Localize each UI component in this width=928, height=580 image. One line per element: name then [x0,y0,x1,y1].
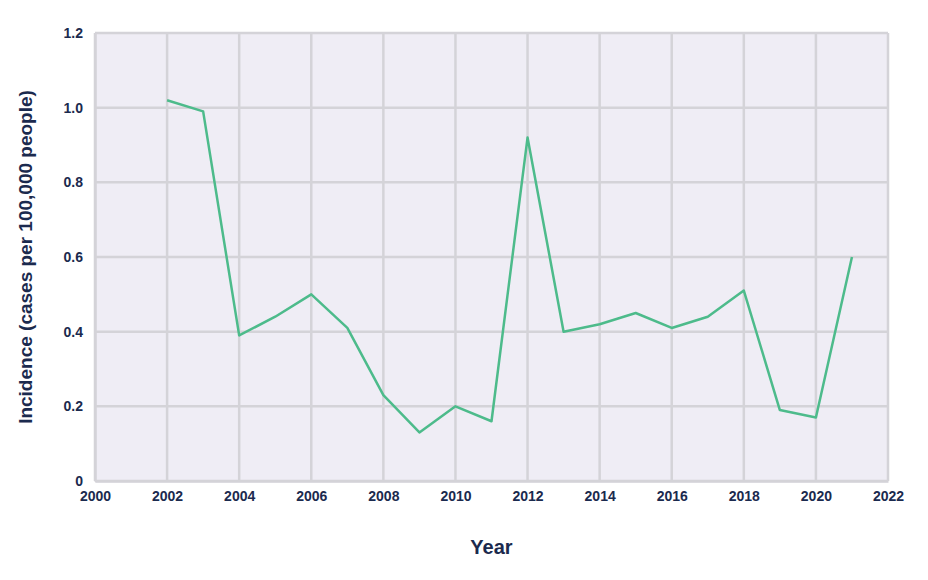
y-tick: 0 [75,473,95,489]
x-tick-label: 2020 [801,488,832,504]
x-tick: 2010 [440,481,471,504]
x-tick-label: 2014 [585,488,616,504]
x-tick: 2022 [873,481,904,504]
x-tick: 2020 [801,481,832,504]
grid-line-y [95,32,888,35]
x-tick-label: 2022 [873,488,904,504]
x-tick-label: 2008 [368,488,399,504]
grid [95,33,888,481]
x-tick: 2016 [657,481,688,504]
x-tick: 2000 [80,481,111,504]
grid-line-x [94,33,97,481]
y-tick: 0.8 [64,174,95,190]
plot-background [95,33,888,481]
y-axis-line [94,34,97,482]
y-tick: 0.2 [64,398,95,414]
x-tick: 2002 [152,481,183,504]
x-tick-label: 2000 [80,488,111,504]
x-axis: 2000 2002 2004 2006 2008 2010 2012 2014 2016 2018… [80,481,904,504]
x-axis-line [96,480,889,483]
x-tick-label: 2004 [224,488,255,504]
y-tick-label: 0 [75,473,83,489]
y-tick: 1.2 [64,25,95,41]
marks [167,100,852,432]
y-tick: 1.0 [64,100,95,116]
x-tick: 2006 [296,481,327,504]
y-tick: 0.4 [64,324,95,340]
y-axis: 0 0.2 0.4 0.6 0.8 1.0 1.2 [64,25,96,489]
x-axis-title: Year [470,536,512,558]
data-line [167,100,852,432]
y-tick-label: 1.2 [64,25,84,41]
x-tick: 2004 [224,481,255,504]
x-tick-label: 2002 [152,488,183,504]
grid-line-y [95,405,888,408]
y-tick-label: 0.6 [64,249,84,265]
plot: 2000 2002 2004 2006 2008 2010 2012 2014 2016 2018… [64,25,905,504]
y-tick-label: 0.4 [64,324,84,340]
x-tick: 2012 [512,481,543,504]
grid-line-y [95,256,888,259]
x-tick: 2014 [585,481,616,504]
x-tick: 2018 [729,481,760,504]
y-tick-label: 0.2 [64,398,84,414]
grid-line-y [95,480,888,483]
y-tick: 0.6 [64,249,95,265]
x-tick-label: 2012 [512,488,543,504]
y-axis-title: Incidence (cases per 100,000 people) [15,90,36,424]
chart: 2000 2002 2004 2006 2008 2010 2012 2014 2016 2018… [0,0,928,580]
x-tick-label: 2018 [729,488,760,504]
x-tick-label: 2010 [440,488,471,504]
x-tick-label: 2006 [296,488,327,504]
x-tick-label: 2016 [657,488,688,504]
grid-line-y [95,106,888,109]
y-tick-label: 1.0 [64,100,84,116]
grid-line-y [95,330,888,333]
y-tick-label: 0.8 [64,174,84,190]
x-tick: 2008 [368,481,399,504]
